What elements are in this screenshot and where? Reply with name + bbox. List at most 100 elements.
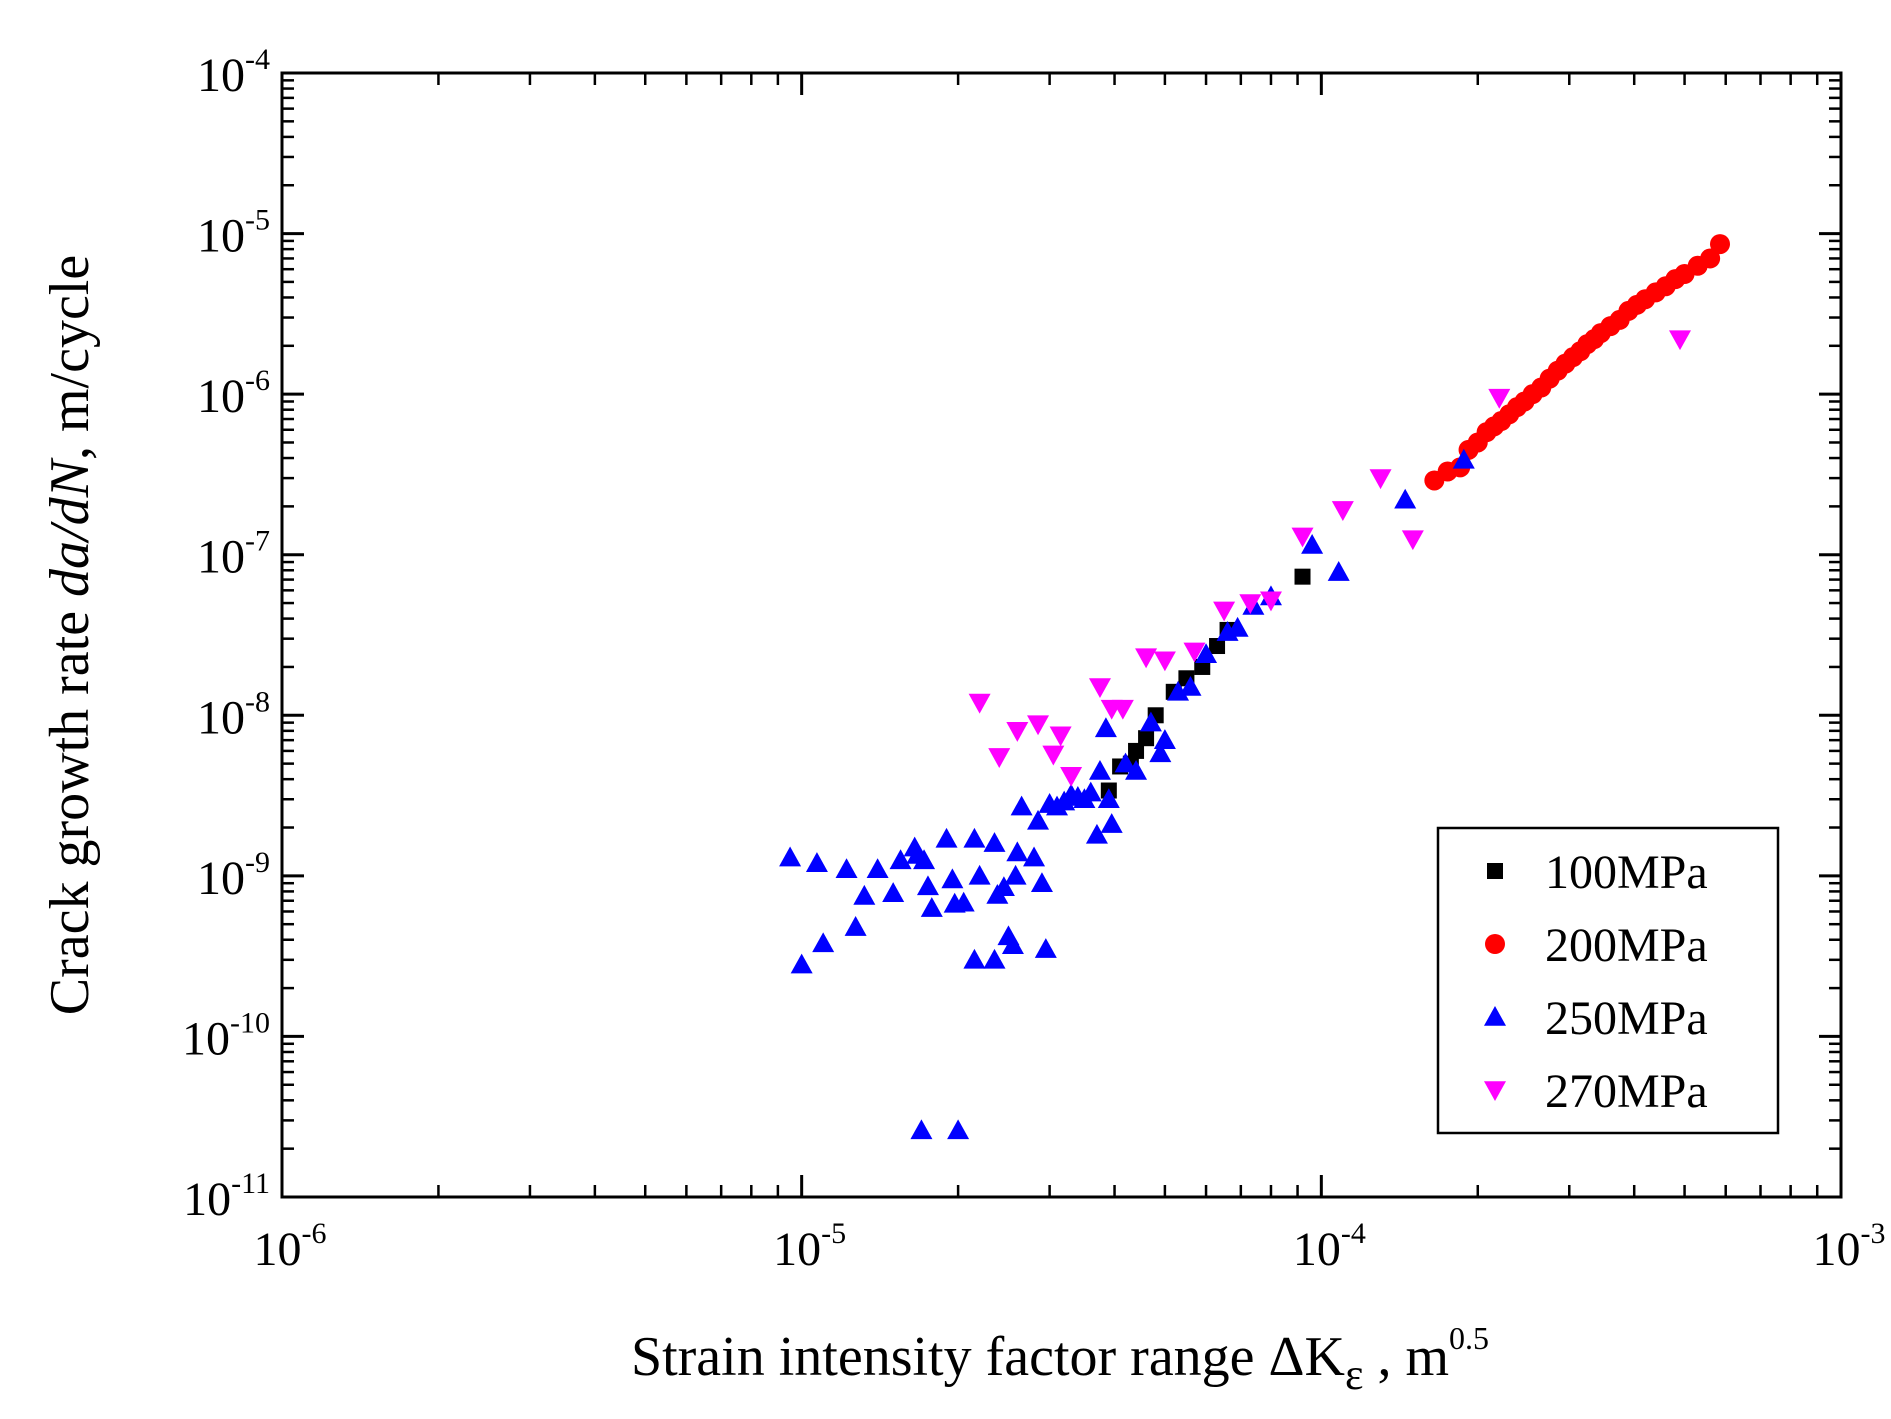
data-point	[1149, 742, 1172, 763]
series-270MPa	[968, 330, 1692, 787]
legend-marker-250MPa	[1484, 1006, 1506, 1026]
plot-frame	[280, 71, 1843, 1199]
y-tick-label: 10-10	[182, 1006, 270, 1065]
data-point	[992, 876, 1015, 896]
data-point	[1401, 530, 1424, 551]
data-point	[882, 882, 905, 902]
data-point	[1097, 788, 1120, 809]
axis-ticks	[280, 71, 1843, 1199]
data-point	[853, 884, 876, 905]
legend-label-270MPa: 270MPa	[1545, 1065, 1708, 1118]
data-point	[1088, 678, 1111, 699]
y-tick-label: 10-11	[183, 1167, 270, 1226]
legend: 100MPa 200MPa 250MPa 270MPa	[1436, 826, 1780, 1135]
legend-label-100MPa: 100MPa	[1545, 846, 1708, 899]
legend-marker-270MPa	[1484, 1081, 1506, 1101]
series-200MPa	[1424, 234, 1730, 491]
data-point	[1060, 766, 1083, 787]
x-tick-label: 10-6	[254, 1217, 327, 1276]
data-point	[1709, 234, 1730, 255]
data-point	[1030, 872, 1053, 893]
data-point	[1138, 730, 1155, 747]
data-point	[1153, 729, 1176, 749]
legend-marker-200MPa	[1485, 934, 1505, 954]
data-point	[1394, 488, 1417, 509]
data-point	[866, 858, 889, 879]
data-point	[1010, 795, 1033, 816]
data-point	[779, 846, 802, 867]
x-axis-title: Strain intensity factor range ΔKε , m0.5	[631, 1320, 1489, 1399]
data-point	[913, 849, 936, 870]
data-point	[968, 693, 991, 714]
data-point	[983, 832, 1006, 852]
y-tick-label: 10-9	[197, 846, 270, 905]
data-point	[1027, 809, 1050, 830]
y-tick-label: 10-7	[197, 525, 270, 584]
data-point	[790, 953, 813, 974]
data-point	[1294, 568, 1311, 585]
data-point	[1331, 501, 1354, 521]
data-point	[805, 852, 828, 872]
data-point	[835, 858, 858, 879]
data-point	[1001, 934, 1024, 954]
data-point	[1042, 745, 1065, 766]
x-tick-label: 10-3	[1813, 1217, 1886, 1276]
data-point	[1088, 759, 1111, 780]
data-point	[1085, 823, 1108, 844]
data-point	[920, 897, 943, 917]
data-point	[1094, 717, 1117, 738]
y-tick-label: 10-4	[197, 43, 270, 102]
data-point	[1669, 330, 1692, 351]
data-point	[1195, 643, 1218, 664]
data-point	[1114, 752, 1137, 773]
data-point	[1139, 711, 1162, 732]
data-point	[1452, 448, 1475, 469]
data-point	[812, 932, 835, 953]
data-point	[1209, 638, 1226, 655]
data-point	[968, 864, 991, 885]
data-point	[1100, 813, 1123, 833]
y-axis-title: Crack growth rate da/dN, m/cycle	[39, 255, 101, 1015]
data-point	[935, 827, 958, 848]
data-point	[1183, 642, 1206, 663]
data-point	[1023, 846, 1046, 867]
data-point	[952, 891, 975, 912]
data-point	[1153, 651, 1176, 672]
data-point	[1291, 527, 1314, 548]
data-point	[1128, 742, 1145, 759]
tick-labels: 10-6 10-5 10-4 10-3 10-11 10-10 10-9 10-8 10-7 10…	[182, 43, 1886, 1276]
data-point	[1006, 722, 1029, 742]
data-markers	[779, 234, 1730, 1140]
legend-marker-100MPa	[1487, 863, 1503, 879]
data-point	[1125, 759, 1148, 780]
data-point	[983, 948, 1006, 969]
y-tick-label: 10-8	[197, 685, 270, 744]
data-point	[988, 748, 1011, 768]
data-point	[1301, 533, 1324, 554]
x-tick-label: 10-4	[1293, 1217, 1366, 1276]
data-point	[941, 868, 964, 889]
legend-label-250MPa: 250MPa	[1545, 992, 1708, 1045]
data-point	[1369, 469, 1392, 490]
y-tick-label: 10-6	[197, 364, 270, 423]
data-point	[910, 1119, 933, 1140]
series-250MPa	[779, 448, 1475, 1140]
data-point	[1239, 594, 1262, 615]
data-point	[1226, 616, 1249, 637]
data-point	[1027, 715, 1050, 736]
data-point	[844, 916, 867, 936]
data-point	[1006, 841, 1029, 862]
data-point	[1049, 726, 1072, 747]
data-point	[889, 849, 912, 870]
x-tick-label: 10-5	[773, 1217, 846, 1276]
data-point	[1179, 676, 1202, 696]
data-point	[947, 1119, 970, 1140]
data-point	[1488, 388, 1511, 409]
data-point	[1700, 248, 1721, 269]
data-point	[1111, 699, 1134, 720]
y-tick-label: 10-5	[197, 204, 270, 263]
data-point	[963, 827, 986, 848]
data-point	[1135, 648, 1158, 669]
